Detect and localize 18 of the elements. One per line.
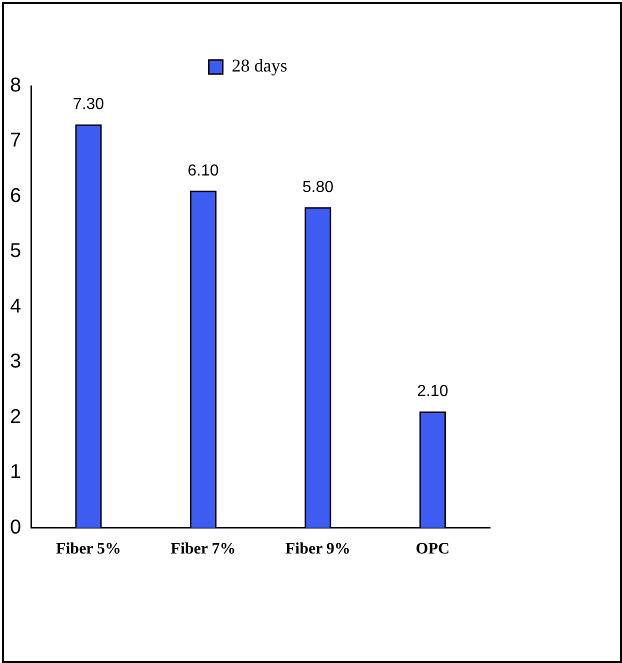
x-tick-label: OPC (416, 540, 450, 558)
data-label: 6.10 (188, 162, 219, 180)
y-tick-label: 0 (10, 516, 22, 538)
y-tick-label: 1 (10, 461, 22, 484)
x-tick-label: Fiber 9% (285, 540, 350, 558)
y-tick-label: 2 (10, 406, 22, 428)
data-label: 2.10 (417, 383, 448, 400)
y-tick-label: 8 (10, 74, 22, 97)
y-tick-label: 7 (10, 130, 22, 152)
data-label: 5.80 (302, 178, 334, 196)
y-tick-label: 5 (10, 240, 22, 262)
legend-label: 28 days (232, 56, 288, 76)
data-label: 7.30 (72, 96, 104, 114)
y-tick-label: 4 (10, 295, 22, 318)
y-tick-label: 3 (10, 350, 22, 373)
x-tick-label: Fiber 7% (170, 540, 236, 558)
x-tick-label: Fiber 5% (56, 540, 121, 558)
y-tick-label: 6 (10, 184, 22, 207)
